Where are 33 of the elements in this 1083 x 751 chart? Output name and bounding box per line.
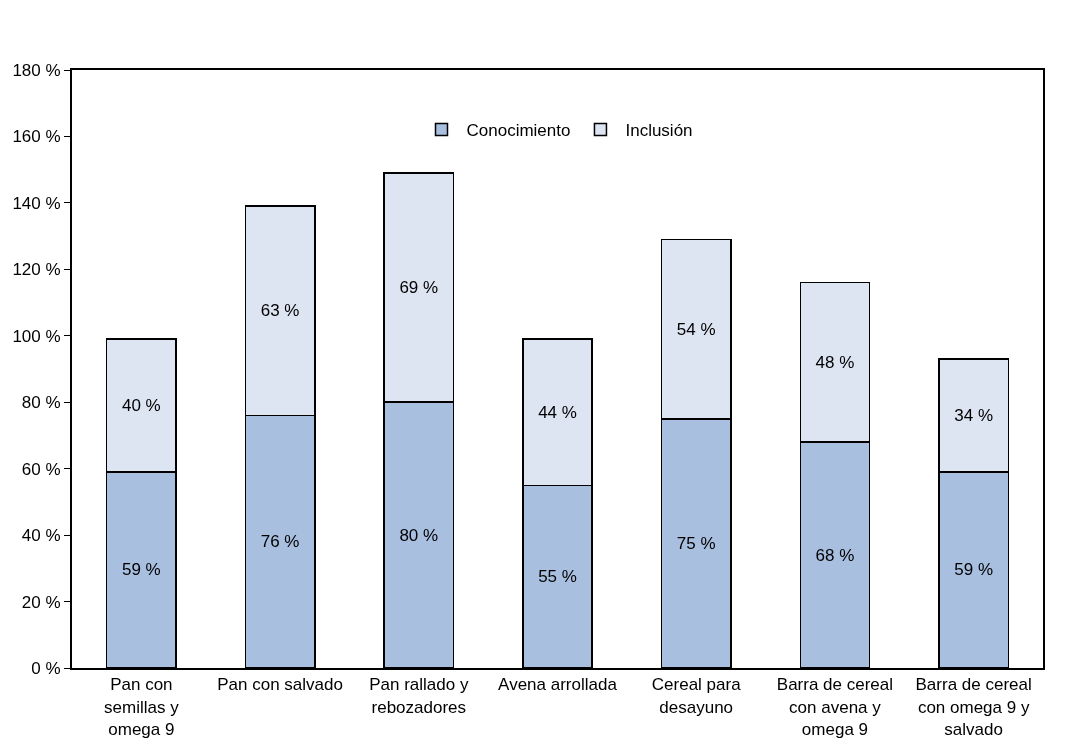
y-tick-label: 40 % [21,526,61,546]
x-tick-label: Cereal para desayuno [651,675,742,717]
data-label: 48 % [815,352,855,372]
y-tick-label: 60 % [21,459,61,479]
data-label: 44 % [538,402,577,422]
data-label: 34 % [954,406,994,426]
data-label: 40 % [121,396,161,416]
legend-label: Conocimiento [466,121,571,141]
y-tick-label: 140 % [12,193,61,213]
data-label: 55 % [538,567,577,587]
data-label: 63 % [260,301,300,321]
y-tick-label: 180 % [12,60,61,80]
data-label: 59 % [121,560,161,580]
y-tick-label: 0 % [31,658,61,678]
legend-label: Inclusión [625,121,693,141]
data-label: 68 % [815,545,855,565]
y-tick-label: 160 % [12,127,61,147]
data-label: 80 % [399,525,439,545]
y-tick-label: 120 % [12,260,61,280]
data-label: 76 % [260,532,300,552]
data-label: 75 % [676,533,716,553]
data-label: 59 % [954,560,994,580]
data-label: 54 % [676,319,716,339]
data-label: 69 % [399,278,439,298]
y-tick-label: 100 % [12,326,61,346]
x-tick-label: Pan rallado y rebozadores [369,675,469,717]
x-tick-label: Pan con salvado [217,675,343,695]
x-tick-label: Barra de cereal con omega 9 y salvado [915,675,1032,739]
x-tick-label: Avena arrollada [498,675,618,695]
y-tick-label: 80 % [21,393,61,413]
x-tick-label: Barra de cereal con avena y omega 9 [776,675,894,739]
y-tick-label: 20 % [21,592,61,612]
x-tick-label: Pan con semillas y omega 9 [104,675,180,739]
